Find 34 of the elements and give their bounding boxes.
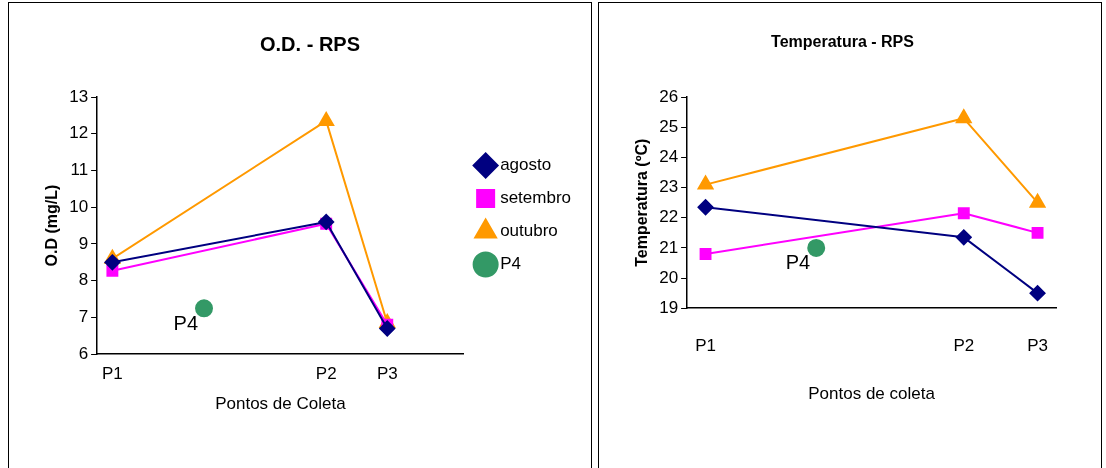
y-tick-label: 22 <box>659 207 679 227</box>
y-tick-label: 21 <box>659 237 679 257</box>
y-tick-label: 23 <box>659 177 679 197</box>
y-tick-label: 12 <box>69 123 89 143</box>
y-tick-label: 6 <box>78 343 89 363</box>
y-tick-label: 8 <box>78 270 89 290</box>
y-tick-label: 24 <box>659 147 679 167</box>
y-axis-title: Temperatura (ºC) <box>633 138 651 267</box>
y-tick-label: 10 <box>69 196 89 216</box>
y-tick-label: 19 <box>659 297 679 317</box>
y-tick-label: 11 <box>70 160 89 180</box>
x-tick-label: P2 <box>953 336 975 356</box>
y-tick-label: 25 <box>659 117 679 137</box>
legend-label: setembro <box>500 188 572 208</box>
y-tick-label: 26 <box>659 86 679 106</box>
x-tick-label: P2 <box>315 364 337 384</box>
y-axis-title: O.D (mg/L) <box>43 184 61 267</box>
y-tick-label: 7 <box>78 307 89 327</box>
text: P4 <box>173 311 199 334</box>
legend-label: outubro <box>500 221 558 241</box>
x-tick-label: P1 <box>695 336 716 356</box>
chart-title: O.D. - RPS <box>259 32 361 55</box>
series-label: P4 <box>785 251 811 274</box>
x-tick-label: P3 <box>1027 336 1048 356</box>
x-axis-title: Pontos de coleta <box>808 384 936 404</box>
x-axis-title: Pontos de Coleta <box>215 394 347 414</box>
y-tick-label: 9 <box>78 233 89 253</box>
legend-label: agosto <box>500 155 552 175</box>
y-tick-label: 20 <box>659 267 679 287</box>
chart-title: Temperatura - RPS <box>771 33 915 51</box>
legend-label: P4 <box>500 254 521 274</box>
x-tick-label: P1 <box>101 364 123 384</box>
x-tick-label: P3 <box>376 364 398 384</box>
y-tick-label: 13 <box>69 86 89 106</box>
